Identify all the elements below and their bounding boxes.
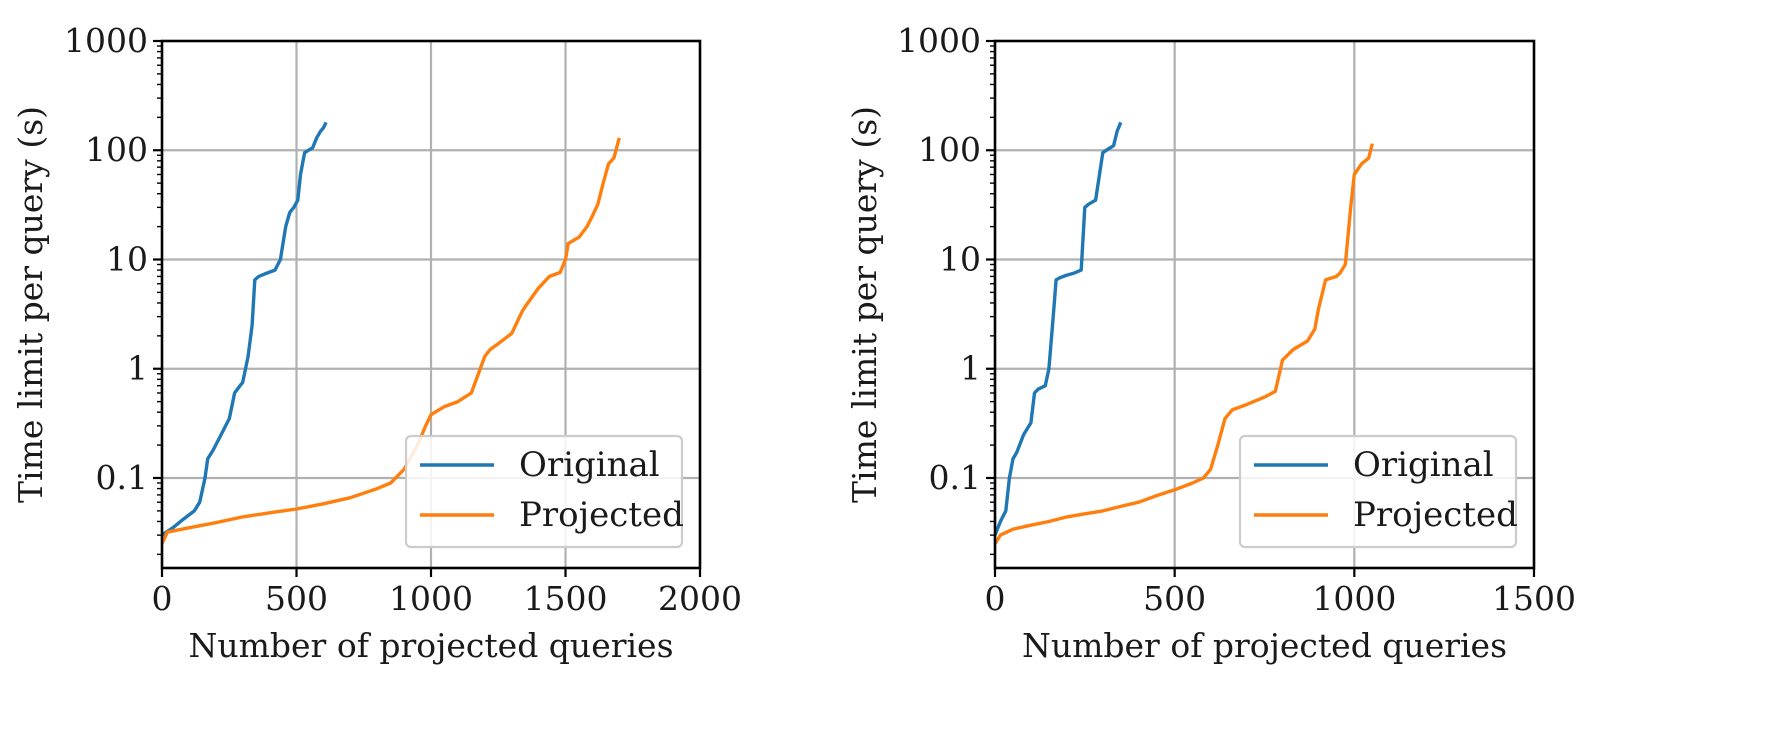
y-tick-label: 1000 bbox=[64, 21, 148, 60]
y-tick-label: 0.1 bbox=[96, 458, 148, 497]
y-tick-label: 0.1 bbox=[929, 458, 981, 497]
x-tick-label: 2000 bbox=[658, 579, 742, 618]
x-axis-label: Number of projected queries bbox=[1022, 626, 1507, 665]
x-tick-label: 500 bbox=[265, 579, 328, 618]
series-line-projected bbox=[995, 143, 1374, 545]
y-tick-label: 100 bbox=[85, 130, 148, 169]
legend-label-projected: Projected bbox=[1353, 495, 1518, 535]
y-tick-label: 1 bbox=[960, 349, 981, 388]
x-tick-label: 500 bbox=[1143, 579, 1206, 618]
legend: Original Projected bbox=[1238, 434, 1518, 549]
plot-frame bbox=[993, 39, 1536, 570]
x-tick-label: 0 bbox=[152, 579, 173, 618]
y-axis-label: Time limit per query (s) bbox=[845, 106, 884, 503]
series-line-original bbox=[162, 121, 328, 537]
y-tick-label: 10 bbox=[939, 239, 981, 278]
x-axis-label: Number of projected queries bbox=[188, 626, 673, 665]
x-tick-label: 0 bbox=[985, 579, 1006, 618]
x-tick-label: 1500 bbox=[1492, 579, 1576, 618]
left-panel: 0 500 1000 1500 2000 0.1 1 10 100 1000 Number of p… bbox=[11, 21, 742, 665]
x-tick-label: 1000 bbox=[389, 579, 473, 618]
right-panel: 0 500 1000 1500 0.1 1 10 100 1000 Number of proje… bbox=[845, 21, 1576, 665]
y-tick-label: 10 bbox=[106, 239, 148, 278]
legend: Original Projected bbox=[404, 434, 684, 549]
x-tick-label: 1500 bbox=[524, 579, 608, 618]
y-tick-label: 1 bbox=[127, 349, 148, 388]
series-line-projected bbox=[162, 137, 621, 545]
legend-label-original: Original bbox=[519, 445, 660, 485]
x-tick-label: 1000 bbox=[1312, 579, 1396, 618]
series-line-original bbox=[995, 121, 1123, 536]
legend-label-projected: Projected bbox=[519, 495, 684, 535]
legend-label-original: Original bbox=[1353, 445, 1494, 485]
y-axis-label: Time limit per query (s) bbox=[11, 106, 50, 503]
y-tick-label: 1000 bbox=[897, 21, 981, 60]
y-tick-label: 100 bbox=[918, 130, 981, 169]
